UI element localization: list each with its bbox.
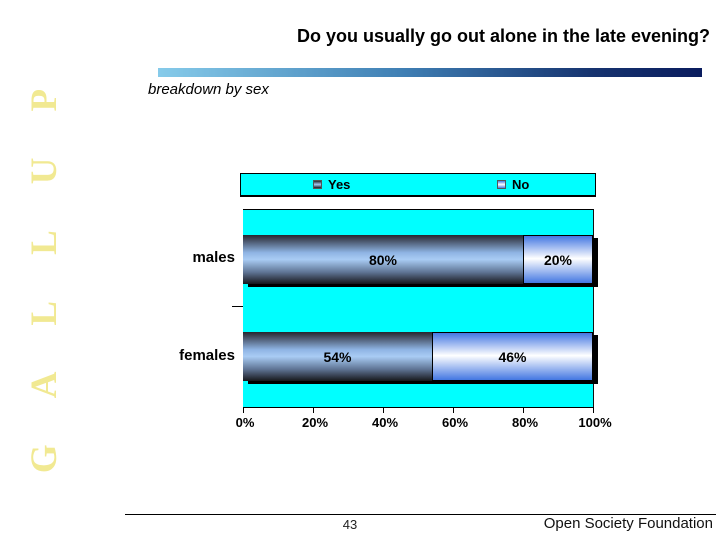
x-axis-label: 20% xyxy=(301,415,329,430)
page-number: 43 xyxy=(342,517,358,532)
bar-segment-males-yes: 80% xyxy=(243,235,523,284)
x-axis-tick xyxy=(383,407,384,413)
x-axis-label: 40% xyxy=(371,415,399,430)
legend-marker-icon xyxy=(313,180,322,189)
bar-value-label: 20% xyxy=(543,251,573,268)
x-axis-tick xyxy=(453,407,454,413)
bar-row-males: 80% 20% xyxy=(243,235,593,284)
legend-item-yes: Yes xyxy=(313,174,350,195)
bar-row-females: 54% 46% xyxy=(243,332,593,381)
footer-divider xyxy=(125,514,716,515)
legend-label: No xyxy=(512,177,530,192)
bar-segment-females-yes: 54% xyxy=(243,332,432,381)
bar-value-label: 46% xyxy=(498,348,527,365)
bar-segment-females-no: 46% xyxy=(432,332,593,381)
gallup-watermark: GALLUP xyxy=(24,42,65,474)
x-axis-label: 100% xyxy=(578,415,612,430)
slide-title: Do you usually go out alone in the late … xyxy=(296,26,710,46)
slide-subtitle: breakdown by sex xyxy=(148,81,269,98)
x-axis-label: 0% xyxy=(235,415,255,430)
x-axis-tick xyxy=(593,407,594,413)
bar-value-label: 80% xyxy=(368,251,398,268)
legend-label: Yes xyxy=(328,177,351,192)
x-axis-tick xyxy=(243,407,244,413)
legend-item-no: No xyxy=(497,174,529,195)
title-underline-gradient xyxy=(158,68,702,77)
x-axis-label: 60% xyxy=(441,415,469,430)
legend-marker-icon xyxy=(497,180,506,189)
x-axis-tick xyxy=(313,407,314,413)
bar-segment-males-no: 20% xyxy=(523,235,593,284)
chart-plot-area: 80% 20% 54% 46% xyxy=(243,209,594,408)
x-axis-tick xyxy=(523,407,524,413)
category-label-males: males xyxy=(192,249,235,266)
bar-value-label: 54% xyxy=(323,348,352,365)
x-axis-label: 80% xyxy=(511,415,539,430)
footer-organization: Open Society Foundation xyxy=(543,515,713,532)
chart-legend: Yes No xyxy=(240,173,596,197)
y-axis-tick xyxy=(232,306,243,307)
category-label-females: females xyxy=(179,347,235,364)
